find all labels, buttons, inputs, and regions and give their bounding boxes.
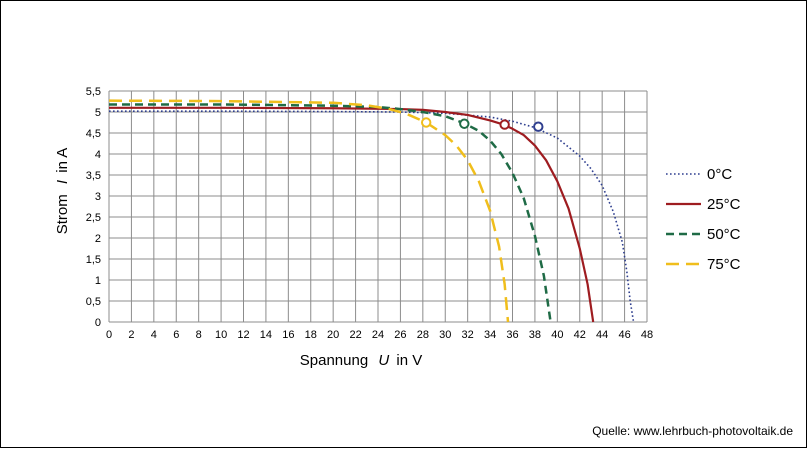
- x-tick-label: 14: [260, 329, 272, 341]
- mpp-marker-75c: [420, 117, 432, 128]
- x-tick-label: 26: [394, 329, 406, 341]
- y-tick-label: 4,5: [86, 128, 101, 140]
- x-tick-label: 44: [596, 329, 608, 341]
- legend-label-25c: 25°C: [707, 196, 741, 213]
- series-line-25c: [109, 106, 595, 323]
- mpp-marker-0c: [533, 121, 544, 132]
- y-axis-title: Strom I in A: [54, 148, 71, 235]
- y-tick-label: 1,5: [86, 254, 101, 266]
- x-tick-label: 20: [327, 329, 339, 341]
- x-tick-label: 18: [305, 329, 317, 341]
- series-line-75c: [108, 99, 510, 323]
- y-tick-label: 5,5: [86, 86, 101, 98]
- y-axis-title-prefix: Strom: [54, 194, 71, 234]
- x-tick-label: 8: [196, 329, 202, 341]
- x-tick-label: 22: [349, 329, 361, 341]
- series-line-50c: [109, 103, 552, 323]
- x-tick-label: 46: [618, 329, 630, 341]
- legend-label-75c: 75°C: [707, 256, 741, 273]
- x-tick-label: 4: [151, 329, 157, 341]
- mpp-marker-25c: [499, 119, 510, 130]
- y-axis-ticks: 0 0,5 1 1,5 2 2,5 3 3,5 4 4,5 5 5,5: [86, 86, 101, 329]
- x-axis-title-prefix: Spannung: [300, 352, 368, 369]
- x-tick-label: 6: [173, 329, 179, 341]
- series-line-0c: [109, 110, 635, 323]
- y-tick-label: 1: [95, 275, 101, 287]
- x-tick-label: 30: [439, 329, 451, 341]
- x-axis-title: Spannung U in V: [300, 352, 422, 369]
- x-tick-label: 12: [237, 329, 249, 341]
- y-tick-label: 0,5: [86, 296, 101, 308]
- y-axis-title-suffix: in A: [54, 148, 71, 173]
- x-tick-label: 16: [282, 329, 294, 341]
- x-axis-ticks: 0 2 4 6 8 10 12 14 16 18 20 22 24 26 28 30 32 34 36 38 40 42 4…: [106, 329, 653, 341]
- y-tick-label: 5: [95, 107, 101, 119]
- x-tick-label: 10: [215, 329, 227, 341]
- legend-label-0c: 0°C: [707, 166, 732, 183]
- legend: 0°C 25°C 50°C 75°C: [666, 166, 741, 273]
- mpp-marker-50c: [459, 118, 470, 129]
- x-tick-label: 32: [462, 329, 474, 341]
- x-tick-label: 40: [551, 329, 563, 341]
- grid-lines: [108, 90, 648, 323]
- y-tick-label: 3,5: [86, 170, 101, 182]
- mpp-markers: [420, 117, 544, 132]
- y-tick-label: 0: [95, 317, 101, 329]
- x-tick-label: 34: [484, 329, 496, 341]
- series-lines: [108, 99, 635, 323]
- y-tick-label: 3: [95, 191, 101, 203]
- y-tick-label: 2,5: [86, 212, 101, 224]
- x-tick-label: 24: [372, 329, 384, 341]
- x-tick-label: 38: [529, 329, 541, 341]
- source-note: Quelle: www.lehrbuch-photovoltaik.de: [592, 424, 793, 438]
- y-tick-label: 2: [95, 233, 101, 245]
- y-tick-label: 4: [95, 149, 101, 161]
- y-axis-title-symbol: I: [54, 180, 71, 184]
- x-tick-label: 2: [128, 329, 134, 341]
- x-axis-title-suffix: in V: [396, 352, 422, 369]
- x-tick-label: 48: [641, 329, 653, 341]
- x-tick-label: 28: [417, 329, 429, 341]
- x-tick-label: 42: [574, 329, 586, 341]
- legend-label-50c: 50°C: [707, 226, 741, 243]
- x-axis-title-symbol: U: [378, 352, 389, 369]
- x-tick-label: 0: [106, 329, 112, 341]
- x-tick-label: 36: [506, 329, 518, 341]
